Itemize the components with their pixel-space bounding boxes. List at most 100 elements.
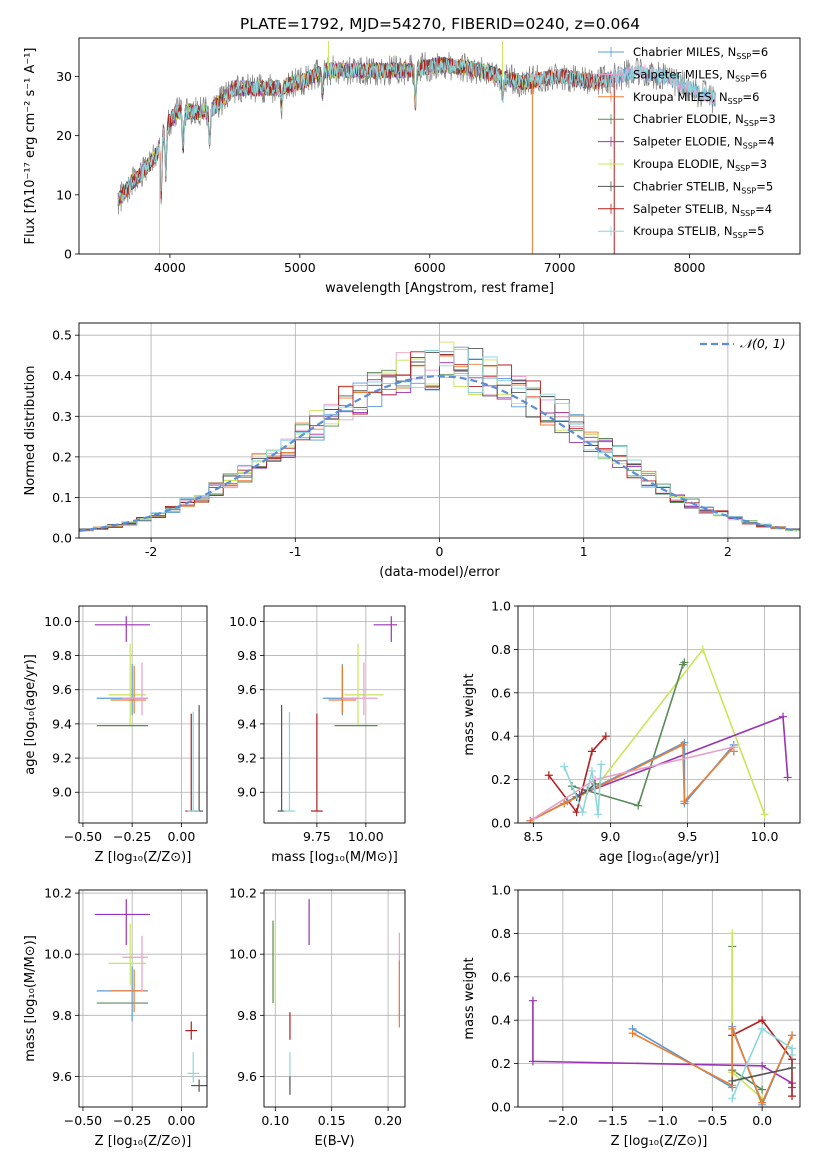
plot-area-age_vs_mass <box>277 616 398 812</box>
weight-marker-kroupa_stelib <box>788 1050 797 1059</box>
weight-line-chabrier_stelib <box>732 1067 793 1082</box>
legend-label-n: =3 <box>759 112 776 126</box>
panel-age_vs_mass: 9.75 10.00 9.0 9.2 9.4 9.6 9.8 10.0 mass [log₁₀(… <box>229 605 406 865</box>
y-tick-label: 9.6 <box>237 1069 257 1084</box>
weight-marker-kroupa_miles <box>678 740 687 749</box>
x-tick-label: -2 <box>145 544 157 559</box>
y-axis-label: age [log₁₀(age/yr)] <box>23 654 38 775</box>
legend-label-sub: SSP <box>743 142 758 151</box>
y-axis-label: Normed distribution <box>23 366 38 496</box>
x-tick-label: −1.5 <box>597 1113 627 1128</box>
x-tick-label: 0.10 <box>261 1113 289 1128</box>
axes-frame <box>78 37 801 255</box>
weight-line-salpeter_stelib <box>731 1019 793 1097</box>
y-tick-label: 0.0 <box>491 1100 511 1115</box>
weight-marker-chabrier_elodie <box>758 1085 767 1094</box>
weight-marker-kroupa_miles <box>758 1098 767 1107</box>
weight-line-kroupa_miles <box>529 743 735 822</box>
histogram-salpeter_stelib <box>79 351 800 531</box>
x-tick-label: 7000 <box>544 260 576 275</box>
legend-label-n: =4 <box>758 135 775 149</box>
legend-label-sub: SSP <box>740 209 755 218</box>
y-tick-label: 9.2 <box>52 751 72 766</box>
weight-marker-kroupa_miles <box>560 799 569 808</box>
x-tick-label: 9.75 <box>303 829 331 844</box>
legend-label-sub: SSP <box>735 74 750 83</box>
x-tick-label: 0.15 <box>318 1113 346 1128</box>
x-axis-label: Z [log₁₀(Z/Z⊙)] <box>95 850 192 865</box>
x-axis-label: Z [log₁₀(Z/Z⊙)] <box>611 1134 708 1149</box>
legend-label-text: Chabrier MILES, N <box>633 45 736 59</box>
legend-label-sub: SSP <box>728 97 743 106</box>
panel-spectrum: 4000 5000 6000 7000 8000 0 10 20 30 wavelength [A… <box>23 37 801 296</box>
spectrum-line-kroupa_stelib <box>117 57 716 208</box>
y-axis-label: mass weight <box>462 957 477 1039</box>
y-tick-label: 0.6 <box>491 685 511 700</box>
y-tick-label: 0.4 <box>52 368 72 383</box>
weight-marker-salpeter_stelib <box>544 771 553 780</box>
x-tick-label: 6000 <box>414 260 446 275</box>
y-tick-label: 9.6 <box>237 682 257 697</box>
weight-line-chabrier_elodie <box>731 946 763 1091</box>
x-axis-label: wavelength [Angstrom, rest frame] <box>325 281 554 296</box>
weight-marker-salpeter_elodie <box>779 712 788 721</box>
y-tick-label: 0.5 <box>52 328 72 343</box>
weight-marker-chabrier_elodie <box>634 801 643 810</box>
weight-line-chabrier_elodie <box>571 661 686 807</box>
legend-residuals: 𝒩(0, 1) <box>700 336 786 351</box>
y-tick-label: 10.2 <box>229 886 257 901</box>
weight-marker-salpeter_elodie <box>783 773 792 782</box>
legend-label-sub: SSP <box>741 186 756 195</box>
plot-area-spectrum <box>117 40 716 254</box>
legend-label-text: Kroupa MILES, N <box>633 90 728 104</box>
plot-area-mass_vs_z <box>94 899 207 1092</box>
legend-label: Chabrier ELODIE, NSSP=3 <box>633 112 776 128</box>
weight-marker-kroupa_stelib <box>597 760 606 769</box>
plot-area-mass_vs_ebv <box>272 899 400 1095</box>
figure-title: PLATE=1792, MJD=54270, FIBERID=0240, z=0… <box>240 15 640 33</box>
y-tick-label: 10.0 <box>229 614 257 629</box>
weight-marker-kroupa_miles <box>680 797 689 806</box>
legend-label: 𝒩(0, 1) <box>740 336 786 351</box>
y-tick-label: 9.0 <box>237 785 257 800</box>
y-tick-label: 9.8 <box>237 1008 257 1023</box>
y-tick-label: 10.0 <box>44 614 72 629</box>
weight-marker-kroupa_stelib <box>578 808 587 817</box>
x-tick-label: −0.25 <box>113 1113 151 1128</box>
weight-marker-kroupa_stelib <box>728 1094 737 1103</box>
x-axis-label: age [log₁₀(age/yr)] <box>599 850 720 865</box>
x-tick-label: −0.25 <box>113 829 151 844</box>
legend-label-text: Chabrier ELODIE, N <box>633 112 744 126</box>
panel-mass_vs_ebv: 0.10 0.15 0.20 9.6 9.8 10.0 10.2 E(B-V) <box>229 886 406 1149</box>
weight-marker-kroupa_stelib <box>587 766 596 775</box>
x-axis-label: Z [log₁₀(Z/Z⊙)] <box>95 1134 192 1149</box>
weight-marker-kroupa_stelib <box>758 1024 767 1033</box>
legend-label-text: Salpeter STELIB, N <box>633 202 740 216</box>
x-tick-label: 4000 <box>154 260 186 275</box>
y-tick-label: 9.2 <box>237 751 257 766</box>
y-axis-label: mass weight <box>462 673 477 755</box>
axes-frame <box>78 605 208 824</box>
y-axis-label: Flux [fλ10⁻¹⁷ erg cm⁻² s⁻¹ A⁻¹] <box>23 48 38 245</box>
y-tick-label: 9.4 <box>52 716 72 731</box>
legend-label-n: =3 <box>750 157 767 171</box>
x-tick-label: −0.50 <box>64 829 102 844</box>
weight-marker-salpeter_miles <box>729 743 738 752</box>
weight-marker-salpeter_stelib <box>601 732 610 741</box>
legend-label: Kroupa STELIB, NSSP=5 <box>633 224 764 240</box>
panel-mass_vs_z: −0.50 −0.25 0.00 9.6 9.8 10.0 10.2 Z [log₁₀(Z/Z… <box>23 886 208 1149</box>
weight-marker-chabrier_elodie <box>678 660 687 669</box>
weight-marker-kroupa_miles <box>728 1024 737 1033</box>
weight-marker-kroupa_miles <box>628 1029 637 1038</box>
legend-label-n: =5 <box>748 224 765 238</box>
y-tick-label: 9.8 <box>52 1008 72 1023</box>
y-tick-label: 0 <box>64 247 72 262</box>
panel-age_vs_z: −0.50 −0.25 0.00 9.0 9.2 9.4 9.6 9.8 10.0 Z [log₁… <box>23 605 208 865</box>
x-axis-label: mass [log₁₀(M/M⊙)] <box>271 850 398 865</box>
y-tick-label: 9.8 <box>52 648 72 663</box>
legend-label: Kroupa ELODIE, NSSP=3 <box>633 157 767 173</box>
legend-label-n: =4 <box>755 202 772 216</box>
legend-label-n: =6 <box>751 45 768 59</box>
y-tick-label: 0.2 <box>491 772 511 787</box>
